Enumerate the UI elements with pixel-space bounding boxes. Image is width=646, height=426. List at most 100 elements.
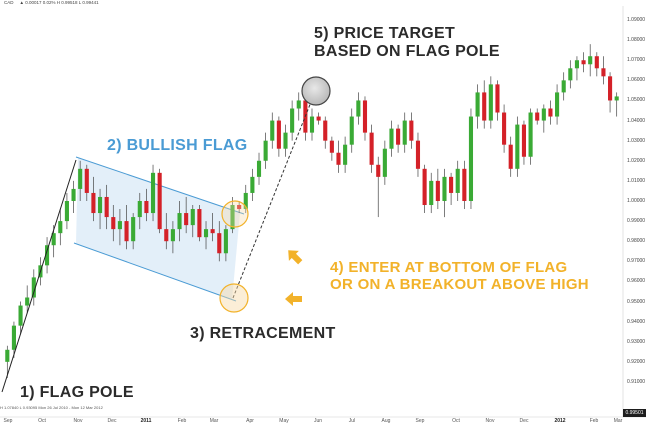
candle bbox=[541, 104, 546, 133]
price-tick-label: 0.91000 bbox=[627, 378, 646, 385]
candle-body bbox=[51, 233, 56, 246]
candle-body bbox=[203, 229, 209, 238]
time-tick-label: May bbox=[279, 418, 289, 424]
price-tick-label: 0.99000 bbox=[627, 218, 646, 225]
candle-body bbox=[157, 172, 162, 230]
candle-body bbox=[283, 132, 288, 149]
candle-body bbox=[210, 229, 215, 234]
candle-body bbox=[376, 164, 381, 177]
candle-body bbox=[137, 200, 142, 218]
candle bbox=[190, 205, 195, 238]
candle bbox=[64, 192, 69, 230]
candle-body bbox=[131, 217, 136, 242]
candle bbox=[223, 225, 228, 262]
candle-body bbox=[124, 221, 129, 242]
candle bbox=[144, 188, 149, 222]
candle bbox=[111, 205, 116, 242]
entry-arrow-upper-icon bbox=[288, 250, 303, 265]
flag-lower-trendline bbox=[73, 242, 237, 302]
candle-body bbox=[362, 100, 368, 133]
time-tick-label: Oct bbox=[38, 418, 46, 424]
candle bbox=[296, 92, 301, 121]
candle-body bbox=[170, 229, 175, 242]
candle bbox=[594, 52, 599, 77]
candle-body bbox=[190, 209, 195, 226]
candle bbox=[475, 84, 480, 129]
candle bbox=[521, 120, 527, 165]
candle bbox=[157, 168, 162, 234]
candle-body bbox=[58, 221, 63, 234]
candle-body bbox=[243, 192, 248, 210]
candle bbox=[415, 132, 421, 177]
time-tick-label: Feb bbox=[589, 418, 599, 424]
candle bbox=[601, 56, 606, 85]
candle-body bbox=[475, 92, 480, 117]
candle-body bbox=[521, 124, 527, 157]
candle-body bbox=[18, 305, 23, 326]
price-tick-label: 0.94000 bbox=[627, 318, 646, 325]
candle-body bbox=[91, 192, 96, 214]
price-tick-label: 1.07000 bbox=[627, 57, 646, 64]
candle bbox=[608, 72, 613, 113]
candle-body bbox=[256, 160, 262, 177]
candle-body bbox=[64, 200, 69, 222]
candle bbox=[177, 200, 182, 242]
candle bbox=[376, 156, 381, 218]
candle bbox=[164, 213, 169, 250]
candle bbox=[336, 140, 341, 173]
candle-body bbox=[336, 152, 341, 165]
candle bbox=[184, 196, 189, 234]
price-target-circle bbox=[301, 76, 331, 106]
candle-body bbox=[541, 108, 546, 121]
time-tick-label: Dec bbox=[519, 418, 529, 424]
candle bbox=[455, 160, 460, 201]
entry-arrow-lower-icon bbox=[285, 292, 302, 306]
candle bbox=[283, 124, 288, 157]
candle bbox=[97, 188, 103, 230]
footer-legend: H 1.07840 L 0.93095 Mon 26 Jul 2010 - Mo… bbox=[0, 405, 103, 410]
candle bbox=[250, 168, 255, 201]
candle-body bbox=[429, 180, 434, 206]
candle-body bbox=[31, 277, 36, 298]
candle-body bbox=[442, 176, 447, 201]
candle bbox=[382, 140, 387, 185]
candle-body bbox=[574, 60, 579, 69]
candle-body bbox=[25, 297, 30, 306]
candle bbox=[104, 184, 109, 230]
candle-body bbox=[263, 140, 268, 161]
candle-body bbox=[528, 112, 533, 157]
candle-body bbox=[111, 217, 116, 230]
candle-body bbox=[488, 84, 493, 121]
candle bbox=[422, 164, 427, 214]
candle bbox=[124, 205, 129, 250]
price-tick-label: 1.01000 bbox=[627, 177, 646, 184]
bullish-flag-label: 2) BULLISH FLAG bbox=[107, 137, 248, 154]
candle bbox=[488, 76, 493, 129]
candle-body bbox=[356, 100, 361, 117]
time-tick-label: Mar bbox=[209, 418, 219, 424]
candle-body bbox=[71, 188, 76, 201]
candle-body bbox=[455, 168, 460, 193]
candle bbox=[316, 112, 321, 125]
candle-body bbox=[184, 213, 189, 226]
candle-body bbox=[601, 68, 606, 77]
price-tick-label: 0.92000 bbox=[627, 358, 646, 365]
candle-body bbox=[45, 245, 50, 266]
candle bbox=[369, 124, 374, 173]
candle bbox=[561, 72, 566, 101]
candle bbox=[203, 221, 209, 250]
candle bbox=[323, 116, 328, 149]
price-tick-label: 1.03000 bbox=[627, 137, 646, 144]
price-tick-label: 0.96000 bbox=[627, 278, 646, 285]
candle bbox=[263, 132, 268, 169]
candle bbox=[555, 84, 560, 125]
candle-body bbox=[144, 200, 149, 214]
candle bbox=[343, 136, 348, 173]
candle bbox=[574, 56, 579, 81]
candle bbox=[309, 108, 315, 141]
quote-values: ▲ 0.00017 0.02% H 0.99518 L 0.99441 bbox=[19, 0, 99, 5]
candle-body bbox=[296, 100, 301, 109]
candle bbox=[528, 108, 533, 165]
candle-body bbox=[223, 229, 228, 254]
